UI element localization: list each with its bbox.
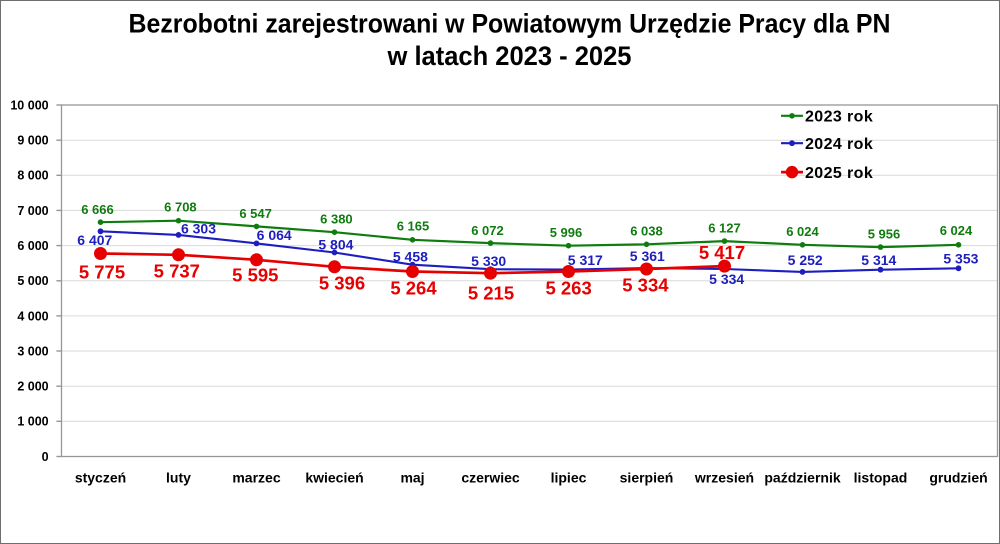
svg-text:5 956: 5 956 <box>868 227 901 242</box>
svg-text:wrzesień: wrzesień <box>694 470 754 486</box>
svg-text:6 000: 6 000 <box>17 239 48 253</box>
svg-text:5 804: 5 804 <box>318 237 353 253</box>
svg-text:6 547: 6 547 <box>239 206 272 221</box>
svg-text:6 127: 6 127 <box>708 221 741 236</box>
svg-text:5 215: 5 215 <box>468 283 514 304</box>
svg-text:5 417: 5 417 <box>699 242 745 263</box>
svg-text:5 264: 5 264 <box>390 278 437 299</box>
svg-text:6 072: 6 072 <box>471 223 504 238</box>
svg-text:5 737: 5 737 <box>154 261 200 282</box>
svg-text:5 458: 5 458 <box>393 249 428 265</box>
svg-text:5 334: 5 334 <box>709 271 744 287</box>
svg-text:6 024: 6 024 <box>786 224 819 239</box>
svg-text:6 380: 6 380 <box>320 212 353 227</box>
svg-text:4 000: 4 000 <box>17 309 48 323</box>
svg-text:styczeń: styczeń <box>75 470 126 486</box>
svg-text:maj: maj <box>400 470 424 486</box>
svg-text:6 303: 6 303 <box>181 220 216 236</box>
svg-text:5 334: 5 334 <box>622 275 669 296</box>
svg-text:2023 rok: 2023 rok <box>805 109 873 126</box>
svg-text:czerwiec: czerwiec <box>461 470 520 486</box>
svg-text:10 000: 10 000 <box>10 98 48 112</box>
svg-text:5 361: 5 361 <box>630 248 665 264</box>
svg-text:6 407: 6 407 <box>77 232 112 248</box>
svg-text:kwiecień: kwiecień <box>305 470 363 486</box>
svg-text:2025 rok: 2025 rok <box>805 165 873 182</box>
svg-text:luty: luty <box>166 470 191 486</box>
svg-text:6 038: 6 038 <box>630 224 663 239</box>
svg-text:sierpień: sierpień <box>620 470 674 486</box>
svg-text:6 064: 6 064 <box>257 227 292 243</box>
svg-text:7 000: 7 000 <box>17 204 48 218</box>
svg-text:9 000: 9 000 <box>17 134 48 148</box>
svg-text:listopad: listopad <box>854 470 908 486</box>
svg-text:5 317: 5 317 <box>568 252 603 268</box>
svg-text:5 330: 5 330 <box>471 253 506 269</box>
svg-text:5 396: 5 396 <box>319 272 365 293</box>
svg-text:6 666: 6 666 <box>81 202 114 217</box>
svg-text:2024 rok: 2024 rok <box>805 136 873 153</box>
svg-text:Bezrobotni zarejestrowani w Po: Bezrobotni zarejestrowani w Powiatowym U… <box>129 8 891 38</box>
svg-text:6 165: 6 165 <box>397 219 430 234</box>
svg-text:grudzień: grudzień <box>929 470 987 486</box>
svg-text:8 000: 8 000 <box>17 169 48 183</box>
svg-text:marzec: marzec <box>232 470 280 486</box>
svg-text:3 000: 3 000 <box>17 344 48 358</box>
svg-text:6 024: 6 024 <box>940 223 973 238</box>
svg-text:5 775: 5 775 <box>79 262 125 283</box>
svg-text:5 996: 5 996 <box>550 225 583 240</box>
svg-text:2 000: 2 000 <box>17 380 48 394</box>
svg-text:5 252: 5 252 <box>788 252 823 268</box>
svg-text:5 595: 5 595 <box>232 265 278 286</box>
svg-text:październik: październik <box>764 470 840 486</box>
svg-text:5 000: 5 000 <box>17 274 48 288</box>
svg-text:1 000: 1 000 <box>17 415 48 429</box>
svg-text:5 353: 5 353 <box>943 250 978 266</box>
svg-text:5 263: 5 263 <box>545 278 591 299</box>
svg-text:w latach 2023 - 2025: w latach 2023 - 2025 <box>387 41 632 71</box>
svg-text:5 314: 5 314 <box>861 252 896 268</box>
svg-text:lipiec: lipiec <box>551 470 587 486</box>
svg-text:0: 0 <box>42 450 49 464</box>
svg-text:6 708: 6 708 <box>164 200 197 215</box>
